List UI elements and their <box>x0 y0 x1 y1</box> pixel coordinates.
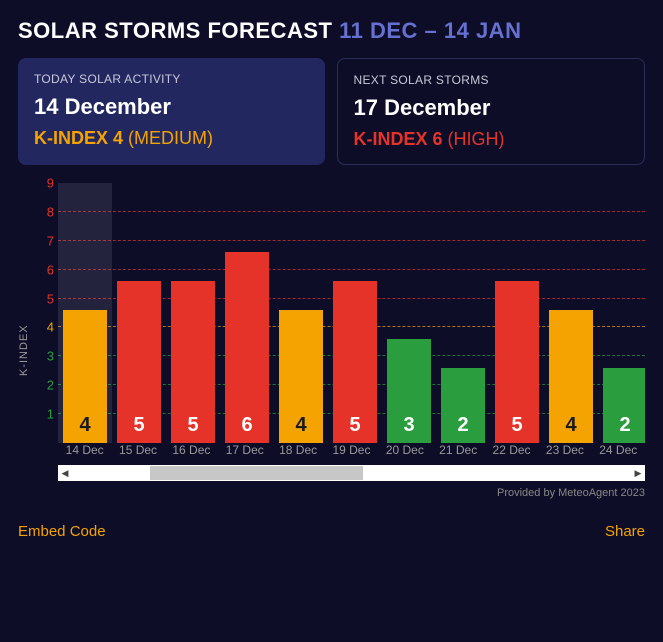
title-range: 11 DEC – 14 JAN <box>339 18 521 43</box>
today-kindex-level: (MEDIUM) <box>128 128 213 148</box>
scrollbar-track[interactable] <box>72 465 631 481</box>
plot-area[interactable]: 45564532542 <box>58 183 645 443</box>
x-tick-label: 16 Dec <box>165 443 218 457</box>
bar-slot[interactable]: 5 <box>112 183 166 443</box>
bar-slot[interactable]: 6 <box>220 183 274 443</box>
next-kindex-level: (HIGH) <box>448 129 505 149</box>
bar[interactable]: 5 <box>117 281 161 443</box>
bar-slot[interactable]: 3 <box>382 183 436 443</box>
y-tick: 6 <box>47 262 54 277</box>
bar-slot[interactable]: 2 <box>436 183 490 443</box>
y-tick: 4 <box>47 320 54 335</box>
x-tick-label: 20 Dec <box>378 443 431 457</box>
y-tick: 3 <box>47 349 54 364</box>
y-axis-label: K-INDEX <box>18 183 30 499</box>
x-tick-label: 24 Dec <box>592 443 645 457</box>
x-tick-label: 21 Dec <box>432 443 485 457</box>
x-axis-labels: 14 Dec15 Dec16 Dec17 Dec18 Dec19 Dec20 D… <box>58 443 645 457</box>
chart-scrollbar[interactable]: ◀ ▶ <box>58 465 645 481</box>
x-tick-label: 14 Dec <box>58 443 111 457</box>
chart-region: K-INDEX 123456789 45564532542 14 Dec15 D… <box>18 183 645 499</box>
x-tick-label: 19 Dec <box>325 443 378 457</box>
y-tick: 9 <box>47 176 54 191</box>
scroll-left-icon[interactable]: ◀ <box>58 466 72 480</box>
bar[interactable]: 3 <box>387 339 431 443</box>
summary-cards: TODAY SOLAR ACTIVITY 14 December K-INDEX… <box>18 58 645 165</box>
bar[interactable]: 4 <box>279 310 323 443</box>
today-kindex-value: K-INDEX 4 <box>34 128 123 148</box>
bar[interactable]: 2 <box>603 368 645 443</box>
bar-slot[interactable]: 2 <box>598 183 645 443</box>
bar-slot[interactable]: 5 <box>166 183 220 443</box>
next-kindex-value: K-INDEX 6 <box>354 129 443 149</box>
y-axis-ticks: 123456789 <box>36 183 58 443</box>
page-title: SOLAR STORMS FORECAST 11 DEC – 14 JAN <box>18 18 645 44</box>
bar[interactable]: 5 <box>495 281 539 443</box>
bar[interactable]: 4 <box>549 310 593 443</box>
today-card-label: TODAY SOLAR ACTIVITY <box>34 72 309 86</box>
today-kindex-row: K-INDEX 4 (MEDIUM) <box>34 128 309 149</box>
y-tick: 2 <box>47 378 54 393</box>
bar-slot[interactable]: 5 <box>490 183 544 443</box>
y-tick: 7 <box>47 233 54 248</box>
x-tick-label: 17 Dec <box>218 443 271 457</box>
next-card-date: 17 December <box>354 95 629 121</box>
next-card-label: NEXT SOLAR STORMS <box>354 73 629 87</box>
today-activity-card: TODAY SOLAR ACTIVITY 14 December K-INDEX… <box>18 58 325 165</box>
x-tick-label: 15 Dec <box>111 443 164 457</box>
bars-container: 45564532542 <box>58 183 645 443</box>
bar-slot[interactable]: 4 <box>544 183 598 443</box>
bar[interactable]: 5 <box>333 281 377 443</box>
today-card-date: 14 December <box>34 94 309 120</box>
next-kindex-row: K-INDEX 6 (HIGH) <box>354 129 629 150</box>
footer-links: Embed Code Share <box>18 523 645 540</box>
x-tick-label: 23 Dec <box>538 443 591 457</box>
provided-by-text: Provided by MeteoAgent 2023 <box>36 487 645 499</box>
embed-code-link[interactable]: Embed Code <box>18 523 106 540</box>
next-storm-card: NEXT SOLAR STORMS 17 December K-INDEX 6 … <box>337 58 646 165</box>
title-prefix: SOLAR STORMS FORECAST <box>18 18 332 43</box>
share-link[interactable]: Share <box>605 523 645 540</box>
x-tick-label: 18 Dec <box>271 443 324 457</box>
x-tick-label: 22 Dec <box>485 443 538 457</box>
y-tick: 8 <box>47 204 54 219</box>
scroll-right-icon[interactable]: ▶ <box>631 466 645 480</box>
bar-slot[interactable]: 4 <box>58 183 112 443</box>
bar-slot[interactable]: 4 <box>274 183 328 443</box>
y-tick: 5 <box>47 291 54 306</box>
chart-plot: 123456789 45564532542 <box>36 183 645 443</box>
bar-slot[interactable]: 5 <box>328 183 382 443</box>
bar[interactable]: 2 <box>441 368 485 443</box>
scrollbar-thumb[interactable] <box>150 466 362 480</box>
bar[interactable]: 4 <box>63 310 107 443</box>
y-tick: 1 <box>47 407 54 422</box>
bar[interactable]: 5 <box>171 281 215 443</box>
bar[interactable]: 6 <box>225 252 269 443</box>
